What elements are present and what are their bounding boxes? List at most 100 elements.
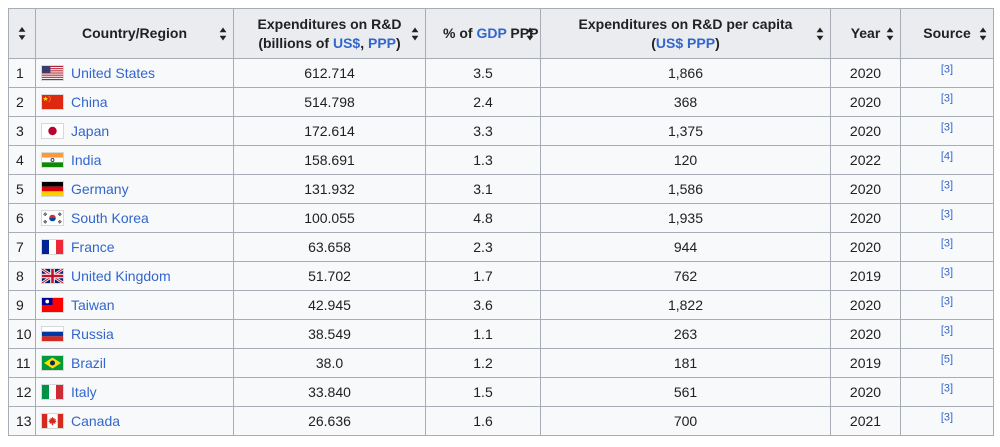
ru-flag-icon [42, 327, 63, 341]
source-ref-link[interactable]: [3] [940, 92, 954, 105]
country-link[interactable]: Brazil [71, 355, 107, 371]
country-link[interactable]: Japan [71, 123, 110, 139]
column-header-gdp_pct[interactable]: % of GDP PPP [425, 8, 541, 59]
column-header-source[interactable]: Source [900, 8, 994, 59]
column-header-content: Country/Region [40, 24, 229, 43]
ca-flag-icon [42, 414, 63, 428]
column-header-per_capita[interactable]: Expenditures on R&D per capita (US$ PPP) [540, 8, 831, 59]
country-link[interactable]: India [71, 152, 102, 168]
header-text: Country/Region [82, 25, 187, 41]
reference-sup: [3] [941, 382, 953, 394]
cell-per-capita: 700 [540, 406, 831, 436]
country-link[interactable]: Russia [71, 326, 114, 342]
cell-rank: 11 [8, 348, 36, 378]
column-header-content: Source [905, 24, 989, 43]
cell-year: 2022 [830, 145, 901, 175]
table-row: 2 China 514.798 2.4 368 2020 [3] [8, 87, 994, 117]
cell-country: France [35, 232, 234, 262]
header-line: Expenditures on R&D per capita [558, 15, 813, 34]
expenditure-header-link-3[interactable]: PPP [367, 34, 396, 51]
cell-rank: 13 [8, 406, 36, 436]
table-row: 9 Taiwan 42.945 3.6 1,822 2020 [3] [8, 290, 994, 320]
jp-flag-icon [42, 124, 63, 138]
table-row: 10 Russia 38.549 1.1 263 2020 [3] [8, 319, 994, 349]
sort-icon [886, 27, 894, 40]
cell-rank: 5 [8, 174, 36, 204]
cell-gdp-percent: 3.6 [425, 290, 541, 320]
cell-expenditure: 42.945 [233, 290, 426, 320]
de-flag-icon [42, 182, 63, 196]
cell-year: 2020 [830, 319, 901, 349]
in-flag-icon [42, 153, 63, 167]
reference-sup: [3] [941, 266, 953, 278]
country-link[interactable]: Germany [71, 181, 129, 197]
source-ref-link[interactable]: [3] [940, 121, 954, 134]
header-text: Source [923, 25, 971, 41]
source-ref-link[interactable]: [3] [940, 208, 954, 221]
reference-sup: [3] [941, 208, 953, 220]
country-link[interactable]: China [71, 94, 108, 110]
reference-sup: [3] [941, 324, 953, 336]
column-header-year[interactable]: Year [830, 8, 901, 59]
rd-expenditure-table: Country/Region Expenditures on R&D (billio… [8, 8, 994, 436]
source-ref-link[interactable]: [3] [940, 382, 954, 395]
expenditure-header-link-1[interactable]: US$ [332, 34, 361, 51]
gdp_pct-header-link-1[interactable]: GDP [476, 25, 507, 41]
column-header-expenditure[interactable]: Expenditures on R&D (billions of US$, PPP… [233, 8, 426, 59]
cell-expenditure: 38.549 [233, 319, 426, 349]
sort-icon [411, 27, 419, 40]
cell-rank: 12 [8, 377, 36, 407]
country-link[interactable]: France [71, 239, 115, 255]
country-link[interactable]: United States [71, 65, 156, 81]
cell-source: [3] [900, 174, 994, 204]
column-header-country[interactable]: Country/Region [35, 8, 234, 59]
cell-expenditure: 33.840 [233, 377, 426, 407]
header-line: % of GDP PPP [443, 24, 538, 43]
header-text: (billions of [258, 34, 333, 51]
source-ref-link[interactable]: [3] [940, 237, 954, 250]
sort-icon [18, 27, 26, 40]
cell-expenditure: 158.691 [233, 145, 426, 175]
cell-gdp-percent: 1.7 [425, 261, 541, 291]
country-link[interactable]: United Kingdom [71, 268, 171, 284]
header-text: Expenditures on R&D [257, 15, 402, 32]
cell-source: [3] [900, 87, 994, 117]
sort-icon [816, 27, 824, 40]
table-row: 12 Italy 33.840 1.5 561 2020 [3] [8, 377, 994, 407]
cell-source: [3] [900, 319, 994, 349]
source-ref-link[interactable]: [3] [940, 295, 954, 308]
sort-icon [979, 27, 987, 40]
cell-per-capita: 1,586 [540, 174, 831, 204]
per_capita-header-link-1[interactable]: US$ PPP [655, 34, 716, 51]
column-header-content: Expenditures on R&D per capita (US$ PPP) [545, 15, 826, 53]
reference-sup: [4] [941, 150, 953, 162]
column-header-content: Expenditures on R&D (billions of US$, PPP… [238, 15, 421, 53]
cell-per-capita: 762 [540, 261, 831, 291]
country-link[interactable]: Italy [71, 384, 97, 400]
country-link[interactable]: Taiwan [71, 297, 115, 313]
cell-year: 2020 [830, 232, 901, 262]
source-ref-link[interactable]: [3] [940, 179, 954, 192]
cell-country: Brazil [35, 348, 234, 378]
source-ref-link[interactable]: [3] [940, 324, 954, 337]
cell-rank: 9 [8, 290, 36, 320]
cell-gdp-percent: 1.1 [425, 319, 541, 349]
cell-country: United States [35, 58, 234, 88]
cell-per-capita: 368 [540, 87, 831, 117]
source-ref-link[interactable]: [3] [940, 411, 954, 424]
cell-per-capita: 944 [540, 232, 831, 262]
source-ref-link[interactable]: [3] [940, 266, 954, 279]
source-ref-link[interactable]: [3] [940, 63, 954, 76]
header-text: Year [850, 25, 881, 41]
country-link[interactable]: South Korea [71, 210, 149, 226]
header-text: , [360, 34, 368, 51]
cell-year: 2020 [830, 58, 901, 88]
cell-rank: 7 [8, 232, 36, 262]
country-link[interactable]: Canada [71, 413, 121, 429]
source-ref-link[interactable]: [5] [940, 353, 954, 366]
header-text: % of [443, 25, 477, 41]
source-ref-link[interactable]: [4] [940, 150, 954, 163]
column-header-rank[interactable] [8, 8, 36, 59]
cell-per-capita: 1,866 [540, 58, 831, 88]
sort-icon [526, 27, 534, 40]
